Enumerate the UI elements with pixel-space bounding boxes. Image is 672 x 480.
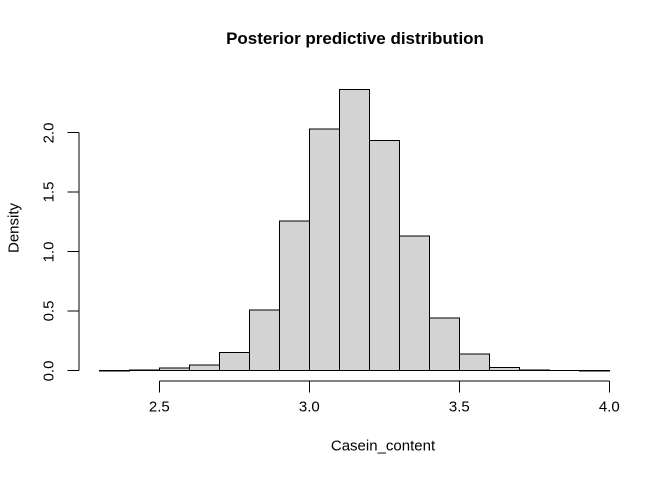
x-tick-label: 4.0 <box>598 398 620 416</box>
chart-title: Posterior predictive distribution <box>226 29 484 48</box>
histogram-bar <box>428 317 460 372</box>
x-tick-label: 3.0 <box>298 398 320 416</box>
y-tick-label: 1.5 <box>40 181 57 203</box>
histogram-bar <box>458 353 490 372</box>
histogram-bar <box>488 367 520 372</box>
x-axis-title: Casein_content <box>330 437 436 455</box>
histogram-bar <box>278 220 310 372</box>
histogram-bar <box>188 364 220 372</box>
histogram-bar <box>218 351 250 372</box>
y-tick-label: 2.0 <box>40 122 57 144</box>
histogram-bar <box>158 367 190 372</box>
histogram-bar <box>338 88 370 372</box>
y-tick-label: 0.5 <box>40 300 57 322</box>
y-axis-title: Density <box>5 202 23 254</box>
histogram-bar <box>248 309 280 372</box>
y-tick-label: 1.0 <box>40 241 57 263</box>
histogram-bar <box>308 128 340 372</box>
x-tick-label: 3.5 <box>448 398 470 416</box>
y-tick-label: 0.0 <box>40 360 57 382</box>
histogram-bar <box>398 235 430 372</box>
histogram-bar <box>368 139 400 372</box>
x-tick-label: 2.5 <box>148 398 170 416</box>
